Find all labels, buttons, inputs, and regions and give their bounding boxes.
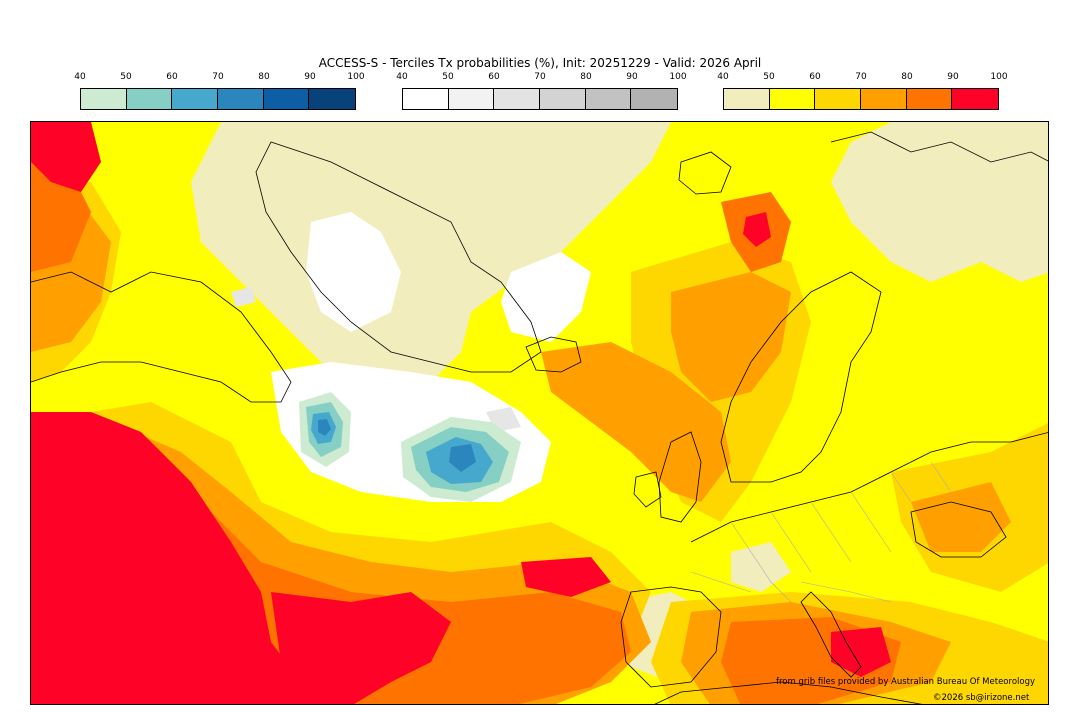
colorbar-tick-label: 90	[626, 72, 638, 82]
colorbar-tick-label: 90	[304, 72, 316, 82]
colorbar-ticks: 40 50 60 70 80 90 100	[717, 72, 1007, 84]
colorbar-tick-label: 100	[669, 72, 687, 82]
coastline-ireland	[633, 471, 662, 508]
colorbar-swatch	[448, 89, 495, 109]
region-red-central-med	[831, 627, 891, 677]
colorbar-swatch	[494, 89, 541, 109]
region-grey-1	[231, 287, 256, 307]
region-pale-russia	[831, 122, 1048, 282]
region-orange-black-sea	[911, 482, 1011, 552]
colorbar-tick-label: 50	[120, 72, 132, 82]
colorbar-tick-label: 50	[442, 72, 454, 82]
coastline-italy	[800, 591, 862, 678]
colorbar-swatch	[218, 89, 264, 109]
colorbar-tick-label: 100	[347, 72, 365, 82]
coastline-svalbard	[678, 151, 732, 195]
region-red-iberia-west	[521, 557, 611, 597]
colorbar-swatch	[309, 89, 356, 109]
colorbar-tick-label: 80	[580, 72, 592, 82]
colorbar-swatch	[126, 89, 173, 109]
colorbar-swatch	[631, 89, 678, 109]
colorbar-swatch	[769, 89, 816, 109]
coastline-black-sea	[910, 501, 1007, 558]
colorbar-tick-label: 100	[990, 72, 1008, 82]
coastline-scandinavia	[720, 271, 882, 483]
colorbar-swatch	[952, 89, 999, 109]
country-borders	[690, 461, 952, 603]
copyright-credit: ©2026 sb@irizone.net	[933, 693, 1030, 703]
colorbar-swatches	[723, 88, 999, 110]
colorbar-swatch	[724, 89, 770, 109]
colorbar-near-normal: 40 50 60 70 80 90 100	[396, 72, 687, 114]
colorbar-tick-label: 80	[258, 72, 270, 82]
probability-map	[30, 121, 1049, 705]
colorbar-tick-label: 80	[901, 72, 913, 82]
colorbar-swatch	[172, 89, 219, 109]
colorbar-swatch	[906, 89, 953, 109]
colorbar-swatch	[81, 89, 127, 109]
colorbar-tick-label: 40	[396, 72, 408, 82]
colorbar-tick-label: 50	[763, 72, 775, 82]
region-orange-norway-sea	[671, 272, 791, 402]
colorbar-swatch	[815, 89, 862, 109]
colorbar-tick-label: 70	[212, 72, 224, 82]
colorbar-ticks: 40 50 60 70 80 90 100	[396, 72, 686, 84]
region-orange-north-sea	[541, 342, 731, 502]
region-dark-blue	[318, 419, 331, 436]
colorbar-tick-label: 40	[74, 72, 86, 82]
colorbar-tick-label: 60	[809, 72, 821, 82]
coastline-russia-arctic	[830, 131, 1048, 163]
colorbar-tick-label: 70	[855, 72, 867, 82]
region-red-norway	[743, 212, 771, 247]
colorbar-tick-label: 60	[488, 72, 500, 82]
coastline-north-africa	[654, 681, 923, 704]
colorbar-swatch	[861, 89, 907, 109]
coastline-north-america	[31, 271, 292, 403]
colorbar-swatch	[263, 89, 310, 109]
colorbar-tick-label: 70	[534, 72, 546, 82]
region-red-nw-corner	[31, 122, 101, 192]
coastline-greenland	[255, 141, 542, 373]
colorbar-above-normal: 40 50 60 70 80 90 100	[717, 72, 1008, 114]
region-dark-blue-2	[449, 444, 476, 472]
map-title: ACCESS-S - Terciles Tx probabilities (%)…	[318, 56, 762, 70]
coastline-iceland	[525, 336, 582, 373]
colorbar-swatch	[540, 89, 586, 109]
source-credit: from grib files provided by Australian B…	[776, 677, 1036, 687]
colorbar-tick-label: 40	[717, 72, 729, 82]
region-red-atlantic-east	[271, 592, 451, 704]
colorbar-swatch	[585, 89, 632, 109]
map-canvas	[31, 122, 1048, 704]
colorbar-ticks: 40 50 60 70 80 90 100	[74, 72, 364, 84]
colorbar-swatches	[80, 88, 356, 110]
colorbar-swatch	[403, 89, 449, 109]
region-white-greenland	[306, 212, 401, 332]
colorbar-swatches	[402, 88, 678, 110]
colorbar-below-normal: 40 50 60 70 80 90 100	[74, 72, 365, 114]
coastline-iberia	[620, 586, 722, 688]
coastline-europe	[690, 432, 1048, 543]
region-red-atlantic	[31, 412, 329, 704]
region-white-greenland-east	[501, 252, 591, 342]
region-pale-arctic-canada	[191, 122, 671, 392]
colorbar-tick-label: 90	[947, 72, 959, 82]
colorbar-tick-label: 60	[166, 72, 178, 82]
